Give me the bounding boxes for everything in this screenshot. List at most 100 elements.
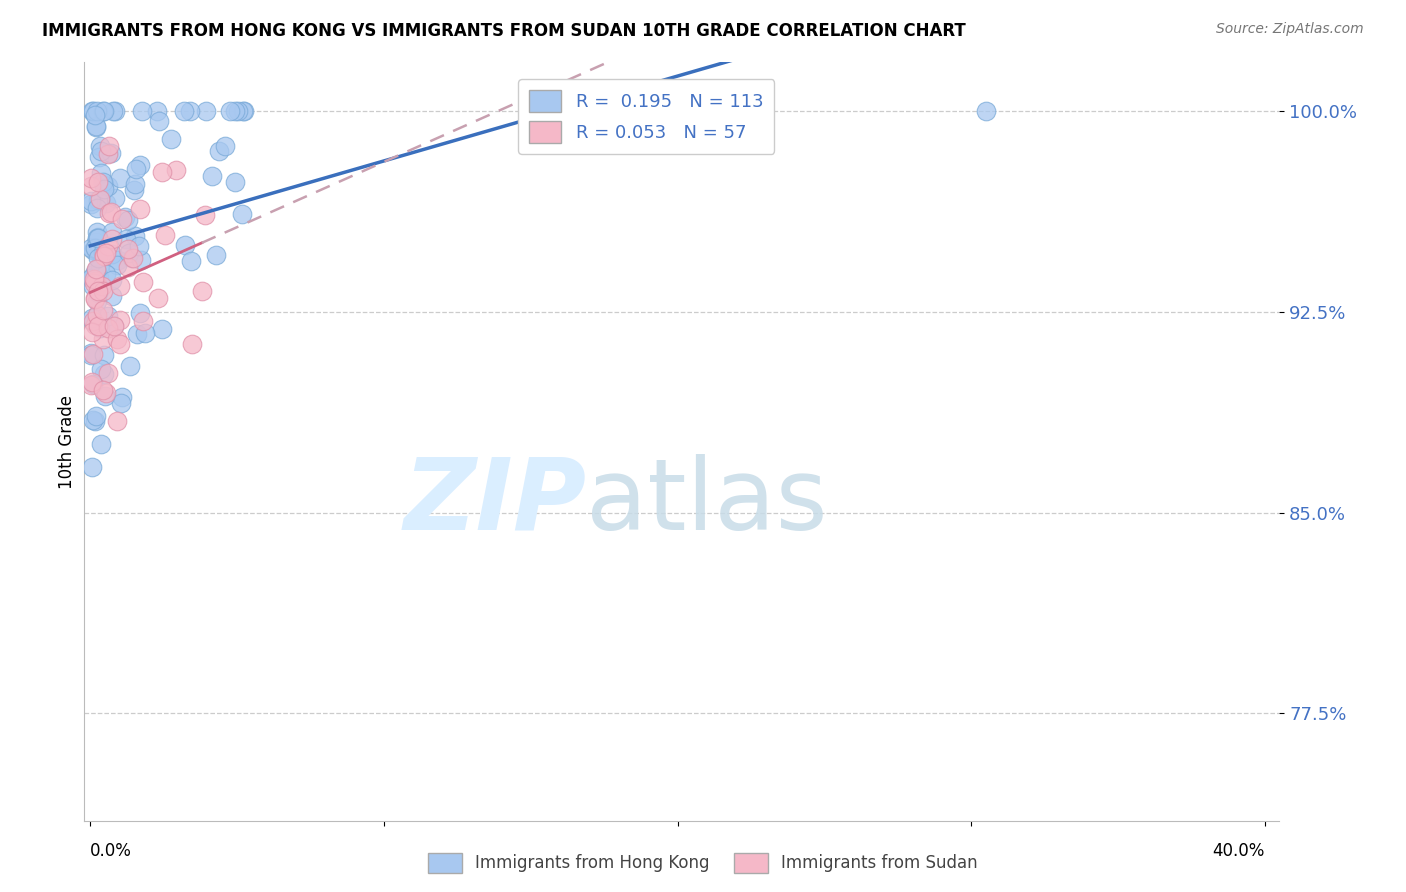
Point — [84, 235, 107, 249]
Point — [103, 319, 125, 334]
Point — [105, 258, 128, 272]
Point — [82, 315, 104, 329]
Point — [83, 272, 105, 286]
Point — [105, 414, 128, 428]
Point — [91, 383, 114, 397]
Point — [165, 163, 187, 178]
Point — [111, 212, 134, 227]
Point — [80, 241, 103, 255]
Point — [80, 325, 103, 339]
Point — [214, 139, 236, 153]
Point — [145, 103, 167, 118]
Point — [93, 245, 115, 260]
Point — [104, 190, 127, 204]
Point — [134, 326, 156, 341]
Point — [153, 228, 176, 243]
Point — [82, 347, 104, 361]
Point — [219, 103, 242, 118]
Point — [80, 346, 103, 360]
Point — [100, 145, 122, 160]
Point — [180, 254, 202, 268]
Y-axis label: 10th Grade: 10th Grade — [58, 394, 76, 489]
Point — [80, 375, 103, 389]
Point — [94, 389, 117, 403]
Point — [100, 232, 122, 246]
Point — [111, 390, 134, 404]
Point — [93, 103, 115, 118]
Point — [87, 174, 110, 188]
Text: Source: ZipAtlas.com: Source: ZipAtlas.com — [1216, 22, 1364, 37]
Point — [86, 103, 108, 118]
Point — [148, 291, 170, 305]
Point — [108, 312, 131, 326]
Point — [97, 178, 120, 193]
Point — [128, 158, 150, 172]
Point — [232, 103, 254, 118]
Point — [90, 145, 112, 159]
Point — [150, 322, 173, 336]
Point — [83, 108, 105, 122]
Point — [93, 248, 115, 262]
Point — [160, 132, 183, 146]
Point — [89, 259, 111, 273]
Point — [132, 275, 155, 289]
Point — [80, 348, 103, 362]
Point — [89, 269, 111, 284]
Point — [104, 103, 127, 118]
Point — [80, 103, 103, 118]
Point — [125, 162, 148, 177]
Point — [83, 318, 105, 333]
Point — [132, 314, 155, 328]
Point — [86, 277, 108, 291]
Point — [86, 319, 108, 334]
Point — [205, 248, 228, 262]
Point — [90, 166, 112, 180]
Point — [231, 207, 253, 221]
Point — [118, 359, 141, 374]
Point — [87, 150, 110, 164]
Point — [108, 336, 131, 351]
Point — [180, 336, 202, 351]
Point — [128, 238, 150, 252]
Point — [100, 289, 122, 303]
Point — [84, 274, 107, 288]
Point — [84, 242, 107, 256]
Text: 0.0%: 0.0% — [90, 842, 132, 860]
Point — [107, 252, 129, 267]
Legend: R =  0.195   N = 113, R = 0.053   N = 57: R = 0.195 N = 113, R = 0.053 N = 57 — [517, 79, 775, 153]
Point — [91, 332, 114, 346]
Point — [89, 192, 111, 206]
Point — [124, 229, 146, 244]
Point — [82, 310, 104, 325]
Point — [194, 209, 217, 223]
Point — [93, 181, 115, 195]
Point — [86, 310, 108, 325]
Point — [122, 251, 145, 265]
Point — [974, 103, 997, 118]
Point — [91, 103, 114, 118]
Point — [84, 292, 107, 306]
Point — [103, 319, 125, 334]
Point — [129, 202, 152, 217]
Point — [86, 120, 108, 135]
Point — [84, 241, 107, 255]
Point — [125, 326, 148, 341]
Text: 40.0%: 40.0% — [1212, 842, 1265, 860]
Point — [84, 120, 107, 134]
Point — [201, 169, 224, 183]
Point — [84, 409, 107, 423]
Point — [224, 103, 246, 118]
Point — [103, 103, 125, 118]
Point — [97, 366, 120, 380]
Point — [128, 306, 150, 320]
Point — [82, 103, 104, 118]
Point — [150, 165, 173, 179]
Point — [91, 285, 114, 299]
Point — [117, 213, 139, 227]
Point — [91, 302, 114, 317]
Point — [82, 243, 104, 257]
Point — [94, 245, 117, 260]
Point — [110, 396, 132, 410]
Point — [174, 238, 197, 252]
Point — [86, 309, 108, 323]
